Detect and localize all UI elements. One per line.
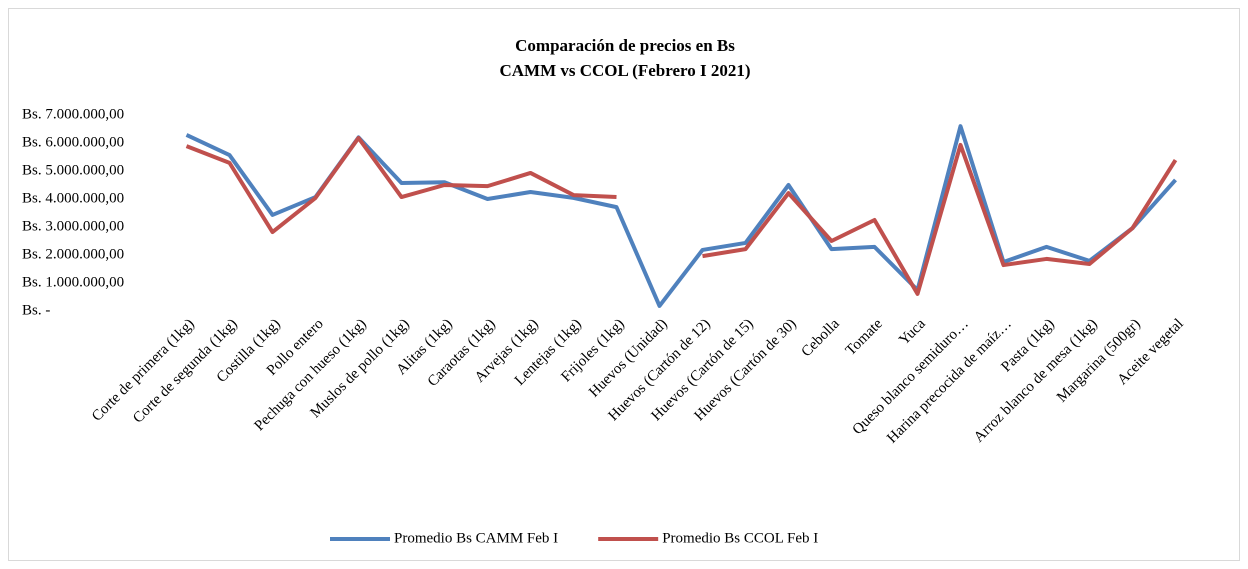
y-tick-label: Bs. 4.000.000,00 <box>22 190 124 206</box>
chart-border <box>8 8 1240 561</box>
chart-title: Comparación de precios en Bs <box>515 36 735 55</box>
y-tick-label: Bs. 5.000.000,00 <box>22 162 124 178</box>
y-tick-label: Bs. 7.000.000,00 <box>22 106 124 122</box>
y-tick-label: Bs. - <box>22 302 50 318</box>
y-tick-label: Bs. 2.000.000,00 <box>22 246 124 262</box>
series-line <box>185 135 1178 296</box>
y-tick-label: Bs. 1.000.000,00 <box>22 274 124 290</box>
y-tick-label: Bs. 3.000.000,00 <box>22 218 124 234</box>
y-tick-label: Bs. 6.000.000,00 <box>22 134 124 150</box>
legend-label: Promedio Bs CAMM Feb I <box>394 530 558 546</box>
chart-title: CAMM vs CCOL (Febrero I 2021) <box>499 61 750 80</box>
legend-label: Promedio Bs CCOL Feb I <box>662 530 818 546</box>
